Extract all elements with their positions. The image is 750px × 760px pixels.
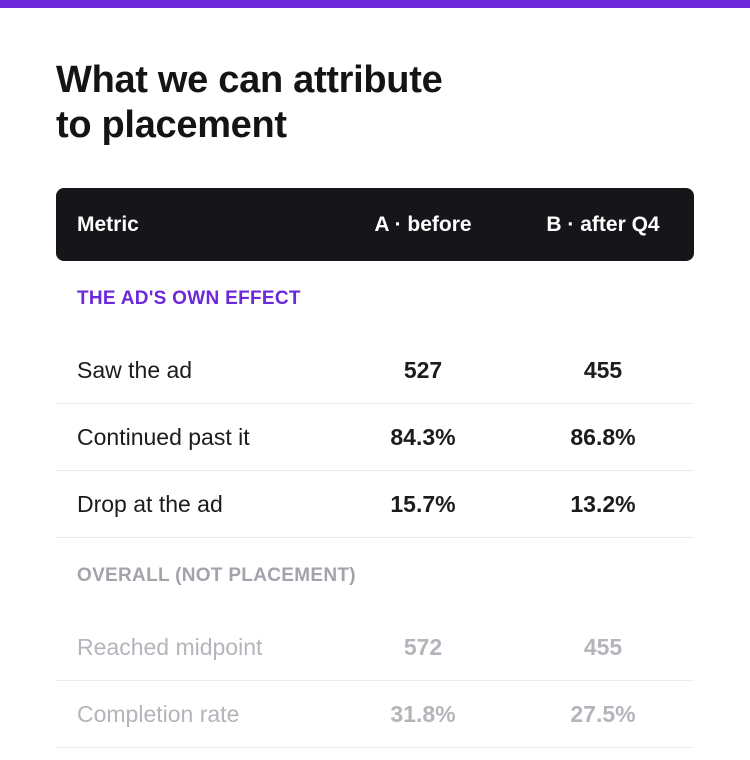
page-title: What we can attribute to placement: [56, 58, 616, 148]
row-value-b: 13.2%: [570, 490, 636, 517]
header-metric: Metric: [77, 212, 139, 236]
comparison-table: Metric A · before B · after Q4 THE AD'S …: [56, 188, 694, 748]
row-metric: Completion rate: [77, 700, 240, 727]
row-metric: Drop at the ad: [77, 490, 223, 517]
row-value-b: 86.8%: [570, 423, 636, 450]
table-header: Metric A · before B · after Q4: [56, 188, 694, 261]
section-label-overall: OVERALL (NOT PLACEMENT): [77, 565, 356, 586]
top-accent-bar: [0, 0, 750, 8]
table-row: Continued past it 84.3% 86.8%: [56, 404, 694, 471]
header-variant-a: A · before: [374, 212, 472, 236]
row-value-b: 27.5%: [570, 700, 636, 727]
table-row: Completion rate 31.8% 27.5%: [56, 681, 694, 748]
row-value-b: 455: [583, 356, 623, 383]
row-metric: Saw the ad: [77, 356, 193, 383]
title-line-2: to placement: [56, 104, 287, 146]
row-value-b: 455: [583, 633, 623, 660]
row-value-a: 31.8%: [390, 700, 456, 727]
row-value-a: 527: [403, 356, 443, 383]
row-metric: Continued past it: [77, 423, 250, 450]
row-value-a: 15.7%: [390, 490, 456, 517]
table-row: Reached midpoint 572 455: [56, 614, 694, 681]
row-metric: Reached midpoint: [77, 633, 263, 660]
title-line-1: What we can attribute: [56, 59, 443, 101]
table-row: Drop at the ad 15.7% 13.2%: [56, 471, 694, 538]
header-variant-b: B · after Q4: [546, 212, 660, 236]
table-row: Saw the ad 527 455: [56, 337, 694, 404]
section-label-ad-effect: THE AD'S OWN EFFECT: [77, 288, 301, 309]
row-value-a: 84.3%: [390, 423, 456, 450]
row-value-a: 572: [403, 633, 443, 660]
